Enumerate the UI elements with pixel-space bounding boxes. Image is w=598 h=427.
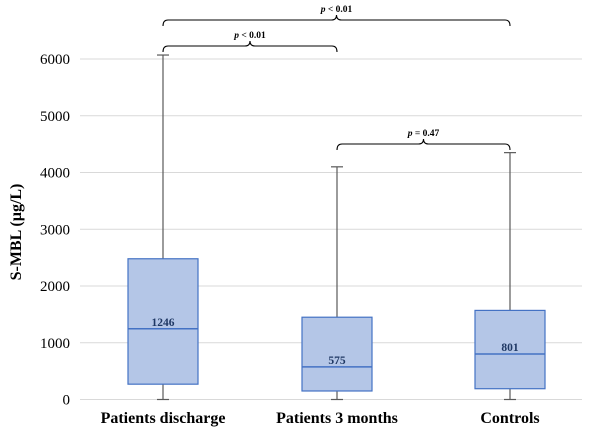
x-axis-categories: Patients discharge Patients 3 months Contr… <box>101 410 540 427</box>
y-tick-label: 3000 <box>40 222 70 238</box>
x-category-label: Patients discharge <box>101 410 226 427</box>
median-label: 1246 <box>152 317 175 329</box>
median-label: 801 <box>501 342 519 354</box>
bracket-line <box>162 40 338 53</box>
y-tick-label: 6000 <box>40 52 70 68</box>
bracket-line <box>336 138 511 151</box>
y-tick-label: 0 <box>63 393 71 409</box>
y-axis-title: S-MBL (µg/L) <box>8 184 25 281</box>
x-category-label: Controls <box>480 410 539 427</box>
significance-bracket: p < 0.01 <box>162 31 338 53</box>
p-value-label: p < 0.01 <box>320 5 353 15</box>
box-iqr <box>474 309 546 390</box>
box-group: 1246 <box>127 54 199 401</box>
significance-bracket: p < 0.01 <box>162 5 511 27</box>
significance-brackets: p < 0.01 p < 0.01 p = 0.47 <box>162 5 511 151</box>
bracket-line <box>162 14 511 27</box>
x-category-label: Patients 3 months <box>276 410 398 427</box>
boxes: 1246 575 801 <box>127 54 546 401</box>
box-group: 801 <box>474 152 546 401</box>
box-iqr <box>127 258 199 385</box>
y-tick-label: 1000 <box>40 336 70 352</box>
p-value-label: p < 0.01 <box>233 31 266 41</box>
median-label: 575 <box>328 355 346 367</box>
box-iqr <box>301 316 373 392</box>
box-group: 575 <box>301 166 373 401</box>
y-tick-label: 2000 <box>40 279 70 295</box>
y-tick-label: 5000 <box>40 109 70 125</box>
y-tick-label: 4000 <box>40 166 70 182</box>
p-value-label: p = 0.47 <box>407 129 440 139</box>
significance-bracket: p = 0.47 <box>336 129 511 151</box>
y-axis-ticks: 0 1000 2000 3000 4000 5000 6000 <box>40 52 70 409</box>
